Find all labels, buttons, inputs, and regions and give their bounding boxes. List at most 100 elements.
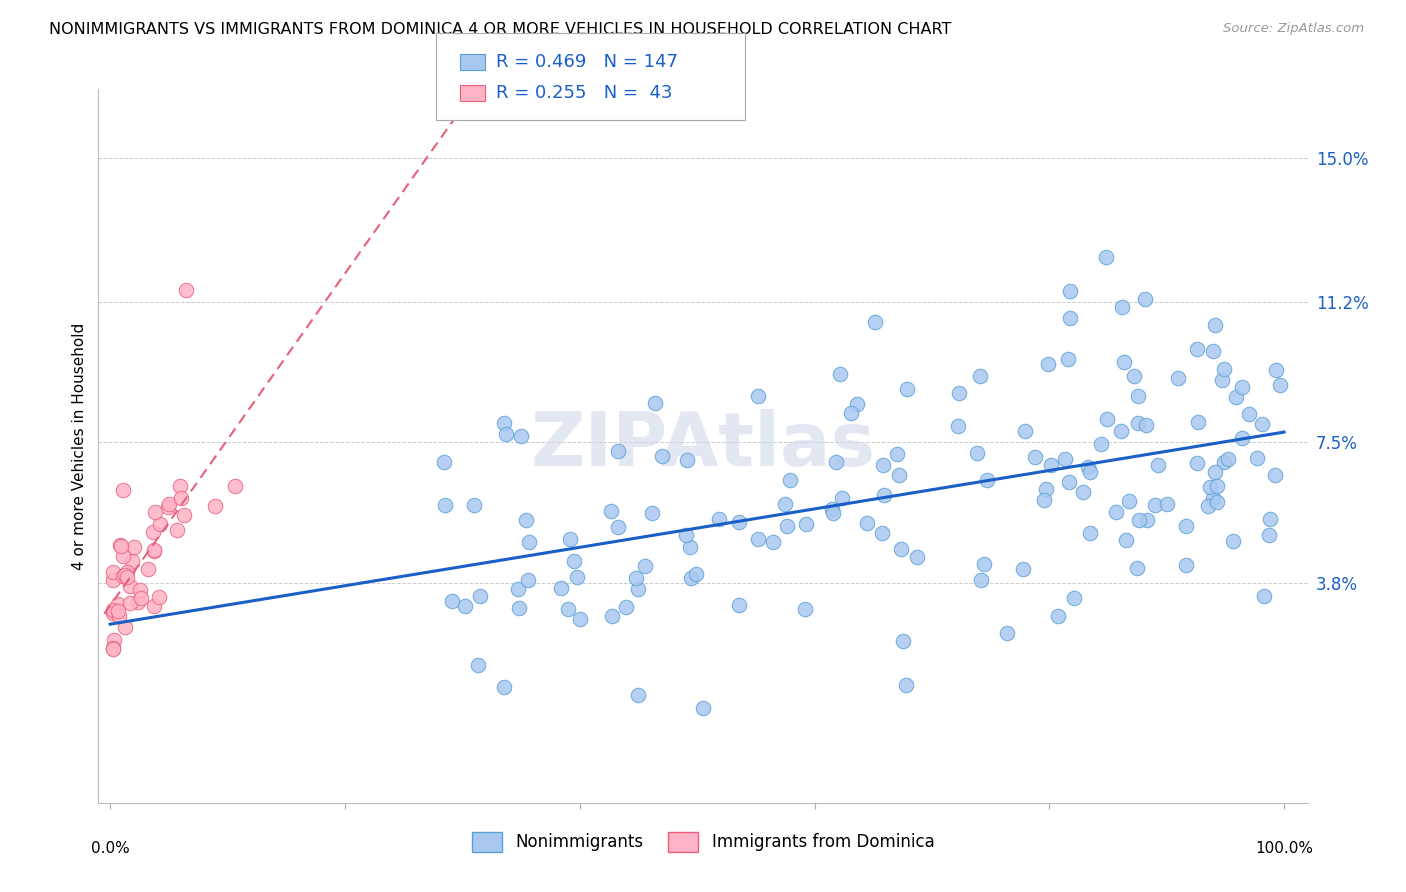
Point: [495, 426, 517, 441]
Point: [1135, 417, 1157, 432]
Point: [1040, 458, 1063, 473]
Point: [821, 502, 844, 516]
Point: [776, 518, 799, 533]
Point: [1115, 533, 1137, 548]
Point: [946, 418, 969, 433]
Point: [1109, 424, 1132, 438]
Point: [1078, 526, 1101, 541]
Point: [508, 601, 530, 615]
Point: [870, 525, 893, 540]
Point: [170, 491, 193, 505]
Point: [149, 516, 172, 531]
Point: [173, 508, 195, 522]
Point: [101, 606, 124, 620]
Point: [775, 497, 797, 511]
Legend: Nonimmigrants, Immigrants from Dominica: Nonimmigrants, Immigrants from Dominica: [465, 825, 941, 859]
Point: [107, 604, 129, 618]
Text: ZIPAtlas: ZIPAtlas: [530, 409, 876, 483]
Point: [1012, 562, 1035, 576]
Point: [1213, 455, 1236, 469]
Point: [1156, 497, 1178, 511]
Point: [118, 579, 141, 593]
Point: [1114, 354, 1136, 368]
Point: [1222, 534, 1244, 549]
Point: [1175, 519, 1198, 533]
Point: [1258, 528, 1281, 542]
Point: [970, 573, 993, 587]
Point: [856, 516, 879, 531]
Point: [1265, 362, 1288, 376]
Point: [101, 641, 124, 656]
Point: [224, 479, 246, 493]
Point: [747, 533, 769, 547]
Point: [1128, 513, 1150, 527]
Text: NONIMMIGRANTS VS IMMIGRANTS FROM DOMINICA 4 OR MORE VEHICLES IN HOUSEHOLD CORREL: NONIMMIGRANTS VS IMMIGRANTS FROM DOMINIC…: [49, 22, 952, 37]
Point: [1071, 484, 1094, 499]
Point: [614, 600, 637, 615]
Point: [101, 573, 124, 587]
Point: [433, 498, 456, 512]
Point: [1057, 475, 1080, 489]
Point: [779, 474, 801, 488]
Point: [905, 549, 928, 564]
Point: [101, 565, 124, 579]
Point: [793, 602, 815, 616]
Text: R = 0.255   N =  43: R = 0.255 N = 43: [496, 84, 673, 102]
Point: [976, 473, 998, 487]
Point: [602, 608, 624, 623]
Point: [606, 520, 628, 534]
Point: [894, 678, 917, 692]
Point: [1035, 482, 1057, 496]
Point: [506, 582, 529, 596]
Point: [651, 450, 673, 464]
Point: [143, 543, 166, 558]
Point: [727, 515, 749, 529]
Point: [1211, 373, 1233, 387]
Point: [727, 598, 749, 612]
Point: [886, 447, 908, 461]
Point: [1136, 513, 1159, 527]
Point: [115, 570, 138, 584]
Point: [685, 566, 707, 581]
Point: [1063, 591, 1085, 606]
Point: [1187, 415, 1209, 429]
Point: [558, 532, 581, 546]
Point: [966, 446, 988, 460]
Point: [845, 397, 868, 411]
Point: [1147, 458, 1170, 472]
Point: [794, 516, 817, 531]
Point: [1167, 371, 1189, 385]
Point: [1225, 390, 1247, 404]
Point: [107, 597, 129, 611]
Point: [841, 406, 863, 420]
Point: [825, 455, 848, 469]
Point: [121, 554, 143, 568]
Point: [108, 538, 131, 552]
Point: [821, 506, 844, 520]
Point: [995, 625, 1018, 640]
Point: [1024, 450, 1046, 464]
Point: [634, 558, 657, 573]
Point: [679, 540, 702, 554]
Point: [644, 396, 666, 410]
Point: [863, 315, 886, 329]
Point: [1057, 352, 1080, 367]
Point: [1175, 558, 1198, 573]
Point: [1053, 452, 1076, 467]
Point: [111, 549, 134, 564]
Point: [1270, 377, 1292, 392]
Point: [709, 512, 731, 526]
Text: Source: ZipAtlas.com: Source: ZipAtlas.com: [1223, 22, 1364, 36]
Point: [122, 540, 145, 554]
Point: [176, 284, 198, 298]
Point: [1126, 416, 1149, 430]
Point: [1216, 451, 1239, 466]
Point: [143, 599, 166, 613]
Point: [1237, 407, 1260, 421]
Point: [831, 491, 853, 506]
Point: [1033, 493, 1056, 508]
Point: [120, 596, 142, 610]
Point: [1123, 369, 1146, 384]
Point: [675, 453, 697, 467]
Point: [441, 594, 464, 608]
